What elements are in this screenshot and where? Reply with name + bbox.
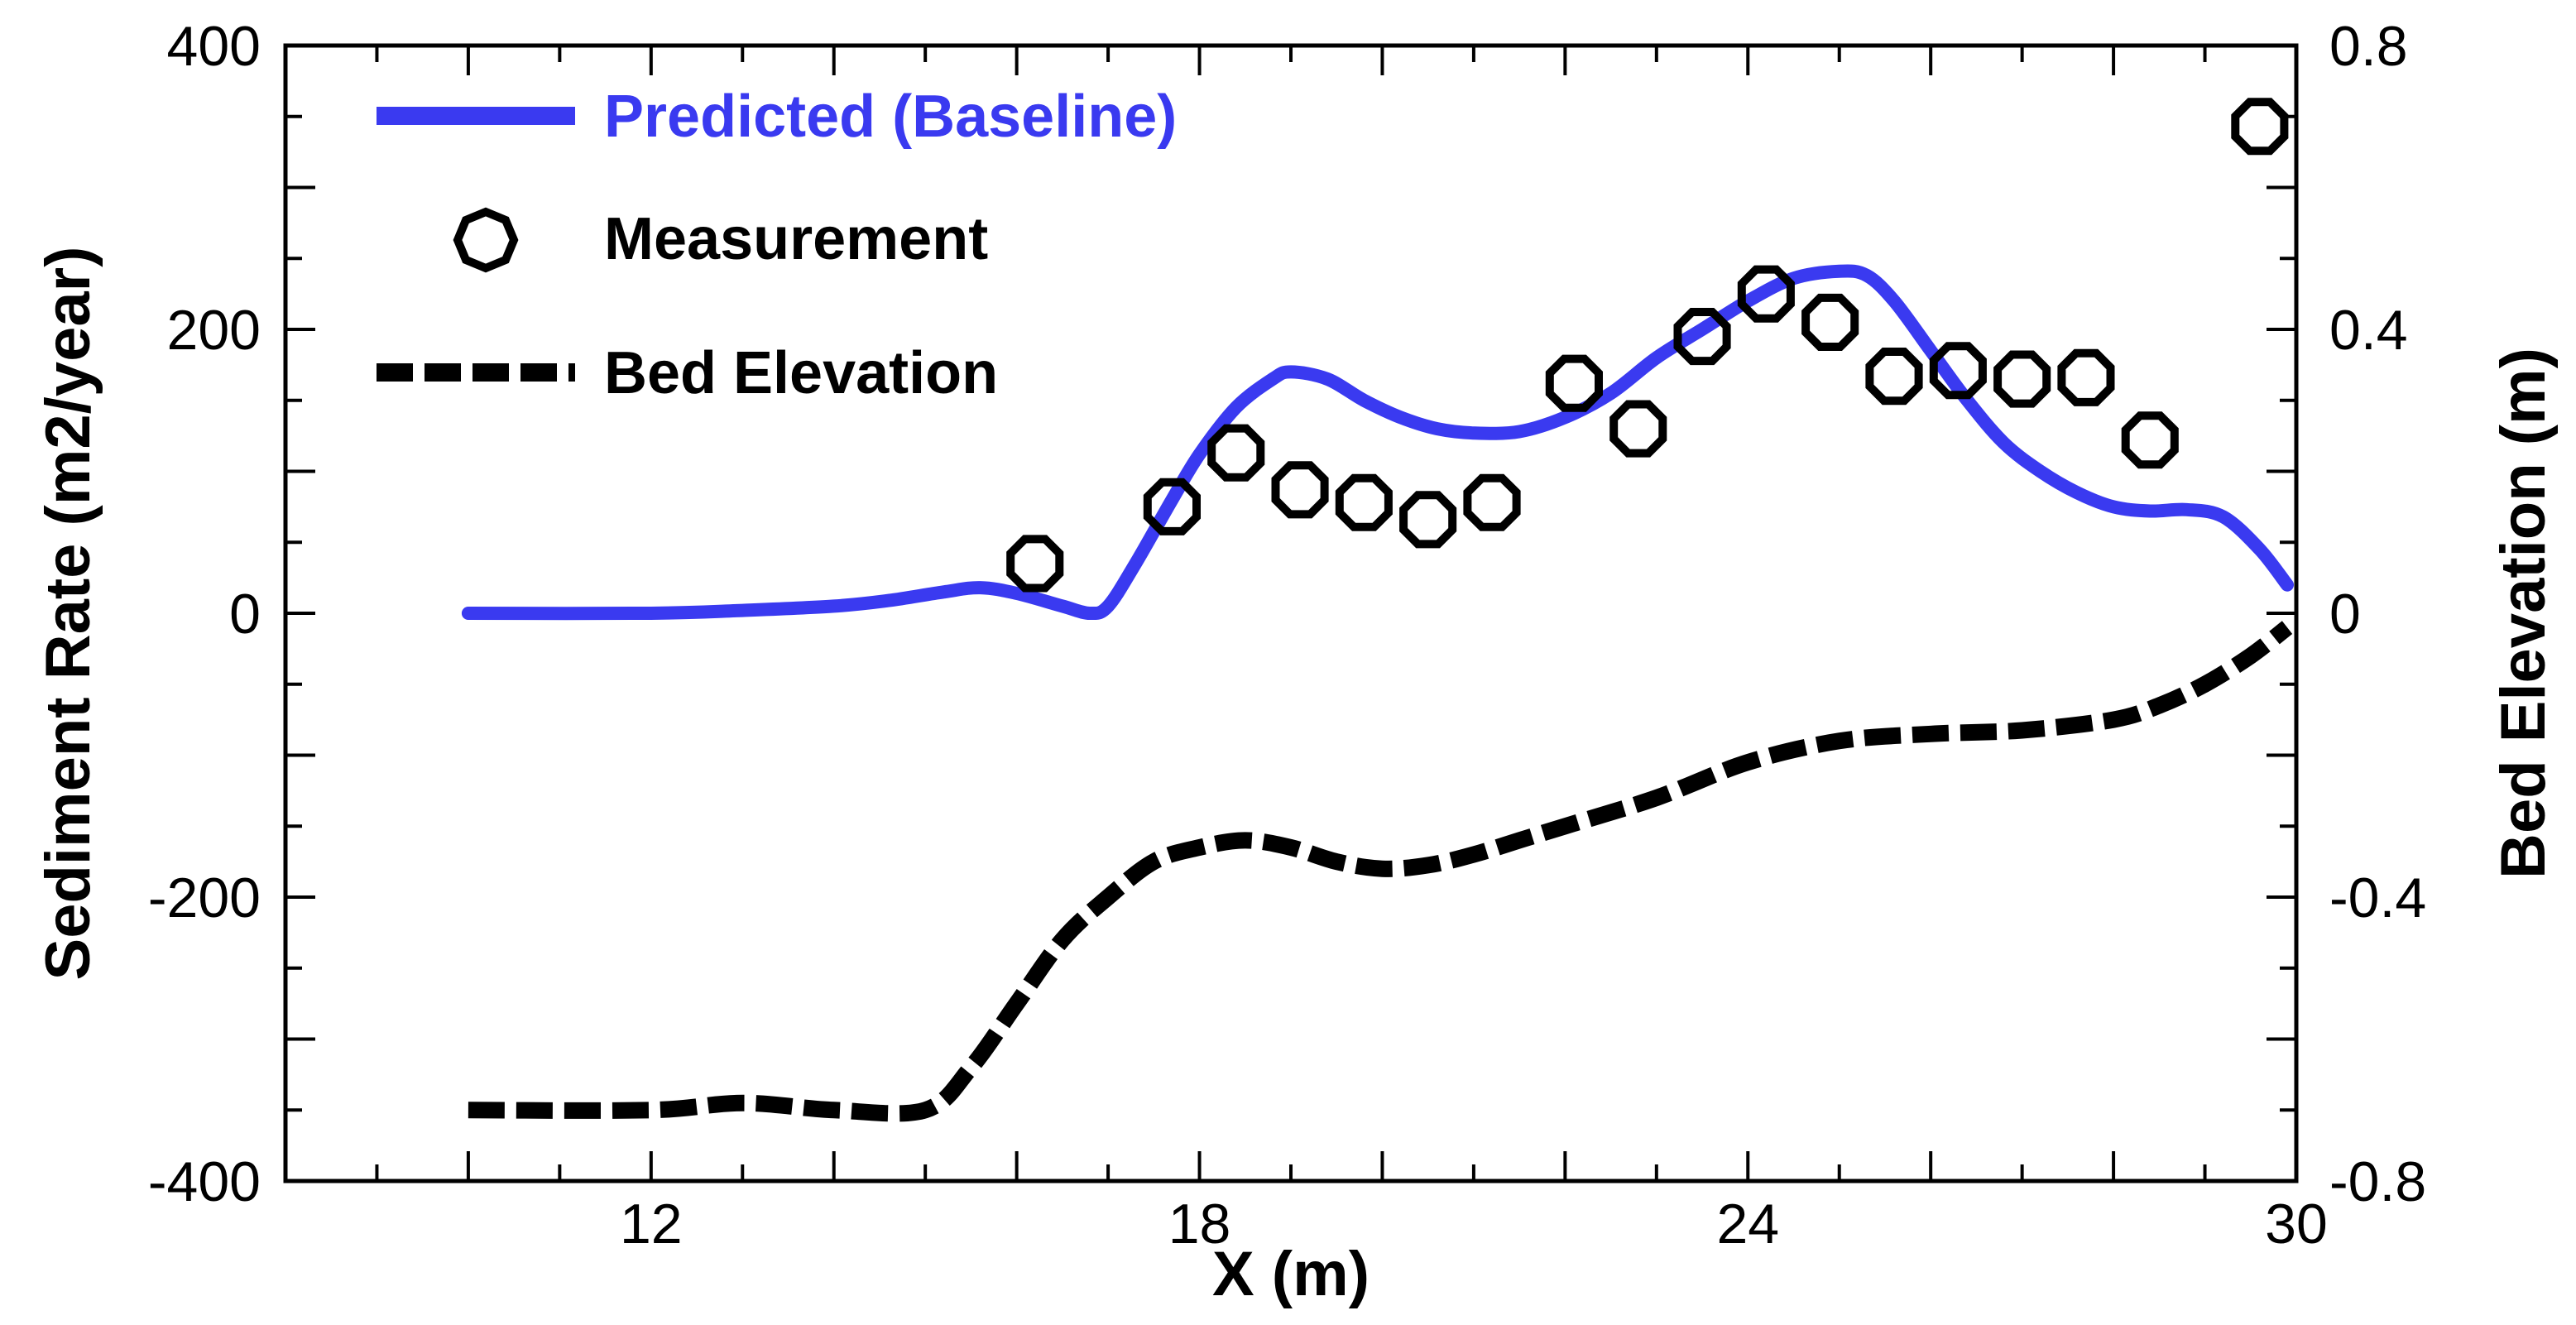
ticks-layer: 12 18 24 30 -400 -200 0 200 400 -0.8 -0.4 0 0.4 0.8 bbox=[148, 15, 2426, 1255]
measurement-point bbox=[1673, 308, 1731, 366]
y2-tick-label: 0 bbox=[2329, 583, 2361, 646]
legend-swatch-measurement bbox=[453, 207, 519, 273]
x-tick-label: 18 bbox=[1168, 1193, 1231, 1255]
y2-axis-title: Bed Elevation (m) bbox=[2488, 348, 2559, 879]
measurement-point bbox=[1207, 424, 1265, 482]
measurement-point bbox=[1865, 348, 1923, 406]
measurement-point bbox=[1335, 473, 1393, 531]
y-tick-label: 400 bbox=[167, 15, 261, 78]
legend: Predicted (Baseline) Measurement Bed Ele… bbox=[377, 84, 1177, 406]
y-axis-title: Sediment Rate (m2/year) bbox=[33, 247, 103, 981]
predicted-line bbox=[461, 264, 2294, 621]
y-tick-label: -200 bbox=[148, 867, 261, 929]
y-tick-label: -400 bbox=[148, 1150, 261, 1213]
legend-label-predicted: Predicted (Baseline) bbox=[604, 84, 1177, 150]
measurement-point bbox=[1801, 293, 1859, 351]
measurement-point bbox=[1399, 491, 1457, 549]
measurement-point bbox=[1006, 535, 1064, 593]
measurement-point bbox=[1271, 461, 1329, 519]
y2-tick-label: 0.8 bbox=[2329, 15, 2408, 78]
x-tick-label: 24 bbox=[1716, 1193, 1779, 1255]
y2-tick-label: -0.4 bbox=[2329, 867, 2426, 929]
measurement-point bbox=[1545, 354, 1603, 412]
measurement-point bbox=[1737, 265, 1795, 323]
x-tick-label: 12 bbox=[620, 1193, 683, 1255]
y-tick-label: 0 bbox=[229, 583, 261, 646]
series-layer bbox=[461, 98, 2294, 1122]
legend-label-bed: Bed Elevation bbox=[604, 340, 998, 406]
bed-elevation-line bbox=[468, 621, 2293, 1122]
measurement-point bbox=[1463, 473, 1521, 531]
x-axis-title: X (m) bbox=[1212, 1239, 1370, 1309]
measurement-point bbox=[2231, 98, 2289, 156]
y2-tick-label: -0.8 bbox=[2329, 1150, 2426, 1213]
measurement-point bbox=[1993, 350, 2051, 408]
x-tick-label: 30 bbox=[2265, 1193, 2328, 1255]
measurement-point bbox=[1929, 342, 1987, 400]
measurement-point bbox=[1609, 400, 1667, 458]
measurement-point bbox=[2057, 348, 2115, 406]
y-tick-label: 200 bbox=[167, 299, 261, 362]
y2-tick-label: 0.4 bbox=[2329, 299, 2408, 362]
measurement-point bbox=[1143, 478, 1201, 535]
legend-label-measurement: Measurement bbox=[604, 206, 988, 272]
measurement-point bbox=[2121, 411, 2179, 469]
